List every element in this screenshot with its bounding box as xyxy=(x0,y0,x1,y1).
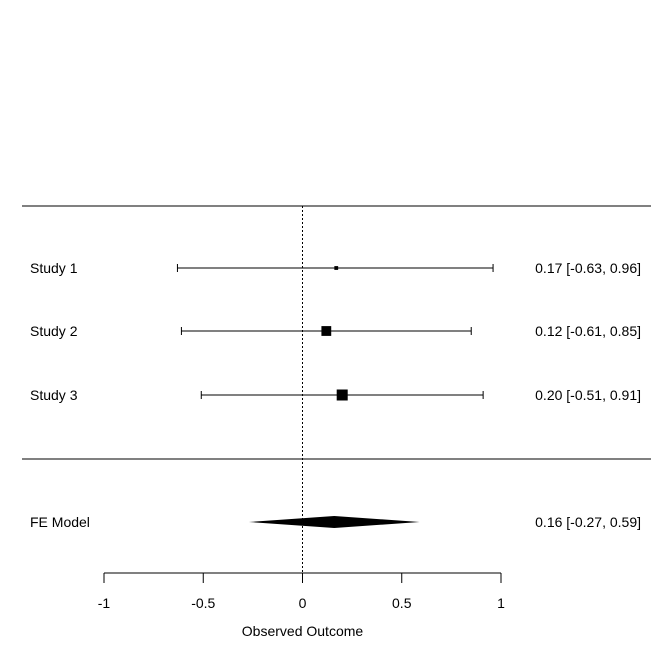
study-point-box xyxy=(334,266,339,270)
model-label: FE Model xyxy=(30,514,90,530)
model-diamond xyxy=(248,516,420,528)
study-summary: 0.12 [-0.61, 0.85] xyxy=(535,323,641,339)
x-tick-label: -0.5 xyxy=(191,595,215,611)
study-label: Study 2 xyxy=(30,323,78,339)
study-point-box xyxy=(336,389,348,401)
study-summary: 0.17 [-0.63, 0.96] xyxy=(535,260,641,276)
study-label: Study 3 xyxy=(30,387,78,403)
model-summary: 0.16 [-0.27, 0.59] xyxy=(535,514,641,530)
x-tick-label: 1 xyxy=(497,595,505,611)
study-label: Study 1 xyxy=(30,260,78,276)
x-tick-label: 0.5 xyxy=(392,595,412,611)
x-axis-title: Observed Outcome xyxy=(242,623,364,639)
study-summary: 0.20 [-0.51, 0.91] xyxy=(535,387,641,403)
x-tick-label: -1 xyxy=(98,595,111,611)
x-tick-label: 0 xyxy=(299,595,307,611)
study-point-box xyxy=(321,326,332,336)
